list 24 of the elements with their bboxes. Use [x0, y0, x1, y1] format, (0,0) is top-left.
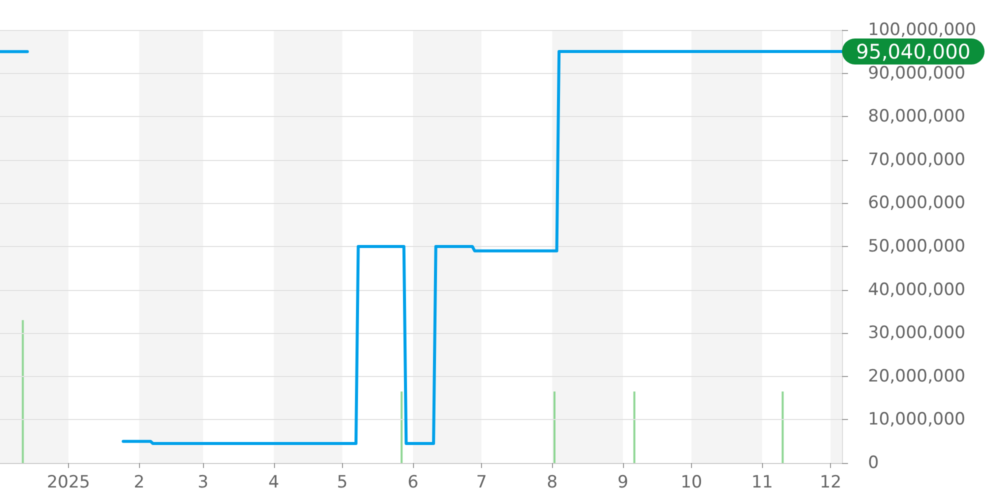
x-tick-label: 2025 — [46, 472, 90, 492]
y-tick-label: 80,000,000 — [868, 106, 966, 127]
data-label: 95,040,000 — [856, 39, 971, 64]
y-tick-label: 70,000,000 — [868, 150, 966, 170]
x-tick-label: 12 — [820, 472, 842, 492]
x-tick-label: 2 — [134, 472, 145, 492]
y-tick-label: 40,000,000 — [868, 280, 966, 300]
y-tick-label: 30,000,000 — [868, 323, 966, 344]
x-tick-label: 9 — [618, 472, 628, 492]
x-tick-label: 6 — [408, 472, 418, 492]
y-tick-label: 90,000,000 — [868, 63, 966, 84]
y-tick-label: 0 — [868, 453, 879, 473]
x-tick-label: 11 — [751, 472, 773, 492]
x-tick-label: 8 — [546, 472, 558, 492]
x-tick-label: 7 — [476, 472, 487, 492]
x-tick-label: 5 — [336, 472, 348, 492]
y-tick-label: 20,000,000 — [868, 366, 966, 386]
y-tick-label: 100,000,000 — [868, 20, 976, 40]
x-tick-label: 10 — [680, 472, 702, 492]
y-tick-label: 10,000,000 — [868, 410, 966, 430]
x-tick-label: 3 — [198, 472, 208, 492]
y-tick-label: 60,000,000 — [868, 193, 966, 214]
y-tick-label: 50,000,000 — [868, 236, 966, 256]
x-tick-label: 4 — [268, 472, 280, 492]
